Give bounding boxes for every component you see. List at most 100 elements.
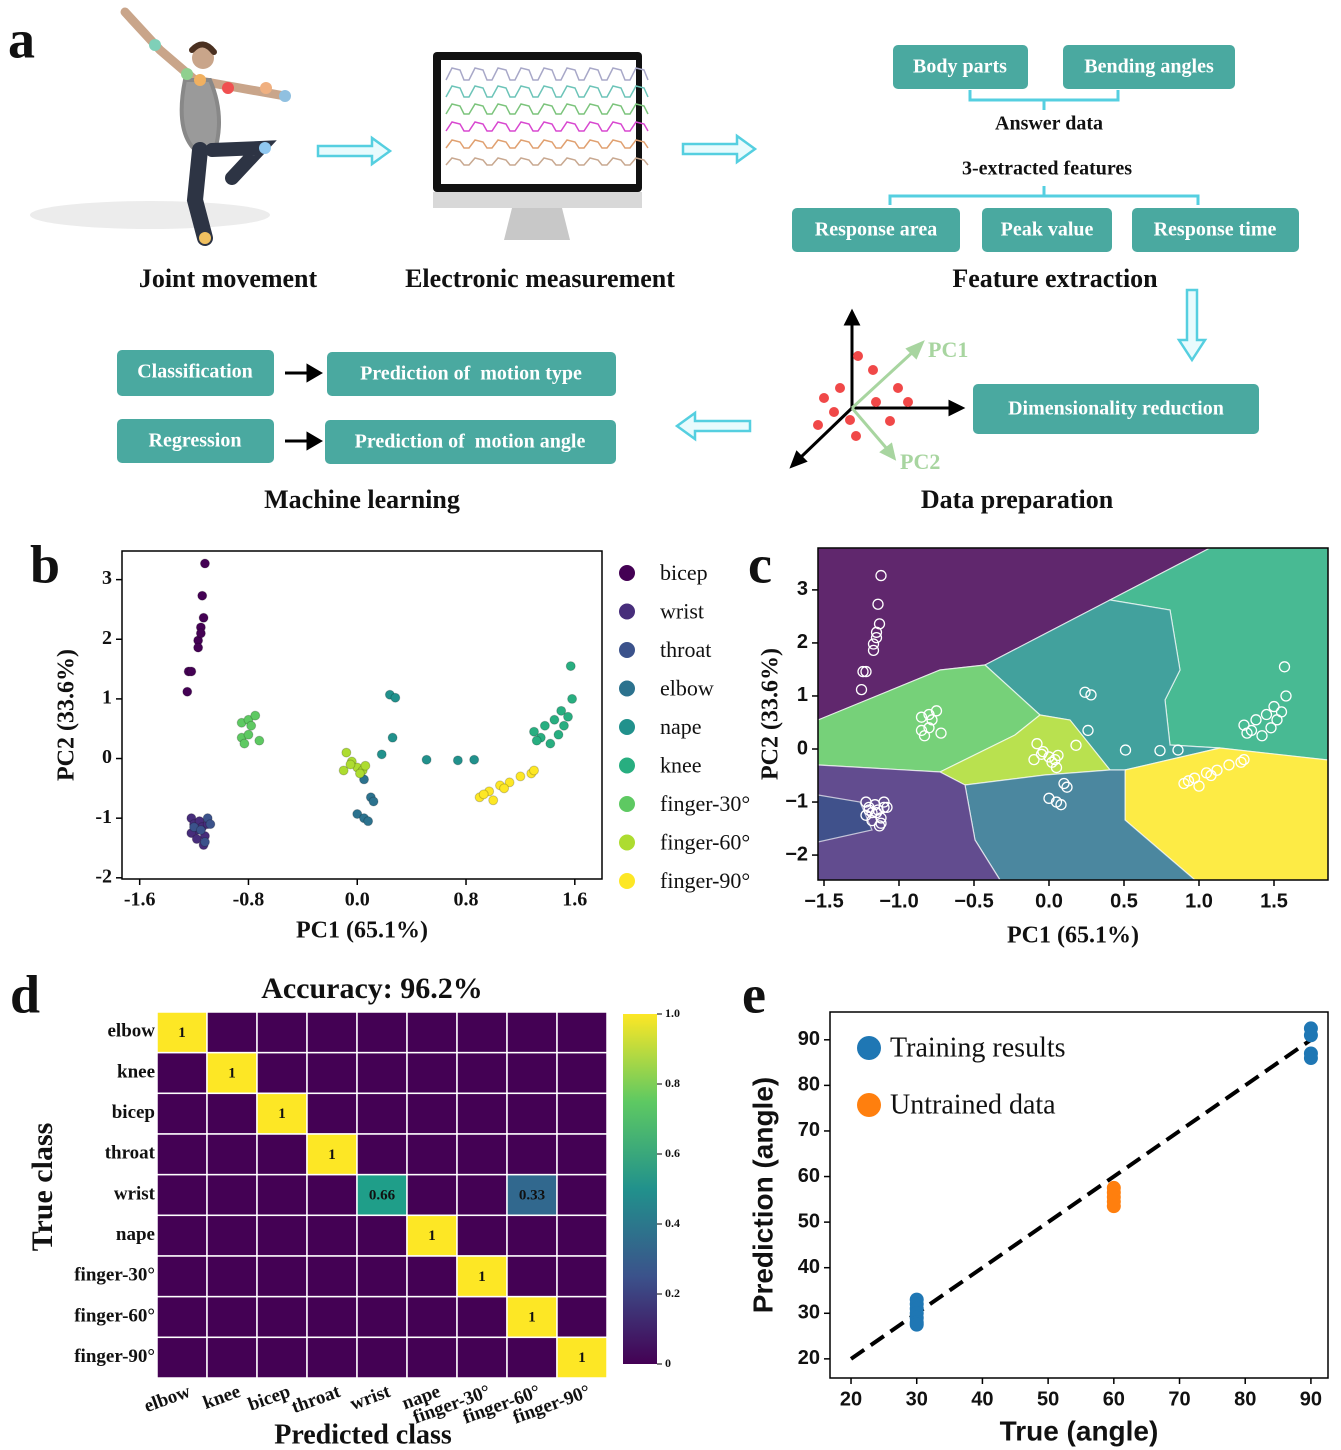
annotation: Answer data [995, 113, 1103, 135]
heatmap-cell [506, 1011, 558, 1054]
heatmap-cell [156, 1336, 208, 1379]
box-label: Prediction of motion type [360, 363, 582, 385]
heatmap-cell [406, 1214, 458, 1257]
x-tick-label: 50 [1037, 1388, 1059, 1410]
data-point [556, 705, 567, 716]
x-tick-label: -0.8 [233, 889, 265, 911]
heatmap-cell [556, 1011, 608, 1054]
y-tick-label: 90 [798, 1028, 820, 1050]
data-point [341, 747, 352, 758]
heatmap-cell [306, 1173, 358, 1217]
heatmap-cell [356, 1336, 408, 1379]
data-point [478, 789, 489, 800]
colorbar-tick-label: 0.6 [665, 1146, 680, 1160]
x-tick-label: knee [200, 1381, 243, 1414]
data-point [469, 754, 480, 765]
data-point [926, 714, 938, 726]
y-tick-label: -1 [95, 806, 112, 828]
x-tick-label: 1.0 [1185, 890, 1213, 912]
data-point [1043, 751, 1055, 763]
heatmap-cell [506, 1092, 558, 1135]
data-point [198, 612, 209, 623]
data-point [558, 720, 569, 731]
colorbar-tick-label: 0.2 [665, 1286, 680, 1300]
data-point [205, 819, 216, 830]
legend-label: throat [660, 637, 711, 662]
data-point [867, 638, 880, 650]
step-label: Feature extraction [952, 264, 1158, 293]
heatmap-cell [356, 1133, 408, 1176]
legend-marker [619, 565, 635, 581]
box [117, 419, 274, 463]
monitor [433, 52, 649, 240]
data-point [199, 558, 210, 569]
data-point [1058, 777, 1070, 790]
data-point [563, 711, 574, 722]
heatmap-cell [506, 1255, 558, 1298]
data-point [860, 665, 872, 678]
data-point [855, 683, 868, 696]
data-point [1154, 744, 1166, 757]
x-tick-label: 20 [840, 1388, 862, 1410]
data-point [909, 1317, 924, 1332]
heatmap-cell [306, 1092, 358, 1135]
y-axis-label: True class [26, 1123, 59, 1252]
data-point [1265, 722, 1277, 734]
data-point [1182, 775, 1195, 787]
data-point [545, 738, 556, 749]
colorbar-tick-label: 0 [665, 1356, 671, 1370]
data-point [857, 665, 869, 678]
workflow-diagram: a Body parts Bending angles Answer data … [8, 7, 1299, 514]
heatmap-cell [506, 1295, 558, 1339]
data-point [387, 732, 398, 743]
heatmap-cell [256, 1214, 308, 1257]
data-point [354, 768, 365, 779]
data-point [935, 727, 947, 739]
y-tick-label: 60 [798, 1165, 820, 1187]
y-axis-label: PC2 (33.6%) [54, 649, 80, 781]
data-point [1275, 706, 1288, 718]
x-axis-label: PC1 (65.1%) [296, 918, 428, 944]
x-tick-label: bicep [245, 1381, 293, 1416]
cell-label: 1 [428, 1228, 436, 1244]
data-point [915, 724, 928, 737]
data-point [1079, 686, 1091, 698]
x-tick-label: 30 [906, 1388, 928, 1410]
y-tick-label: −2 [785, 843, 808, 865]
y-tick-label: 2 [797, 631, 808, 653]
data-point [875, 569, 887, 582]
x-tick-label: throat [289, 1381, 344, 1418]
axis-label: PC2 [900, 449, 940, 474]
step-label: Joint movement [139, 264, 318, 293]
data-point [360, 760, 371, 771]
legend-label: Training results [890, 1032, 1066, 1063]
data-point [345, 759, 356, 770]
data-point [1256, 730, 1268, 742]
step-label: Electronic measurement [405, 264, 675, 293]
data-point [1061, 781, 1073, 793]
y-tick-label: 0 [102, 746, 112, 768]
x-tick-label: 70 [1168, 1388, 1190, 1410]
data-point [881, 801, 893, 813]
data-point [567, 693, 578, 704]
heatmap-cell [356, 1295, 408, 1339]
signal-wave [445, 121, 649, 132]
heatmap-cell [556, 1133, 608, 1176]
data-point [363, 816, 374, 827]
cell-label: 1 [478, 1269, 486, 1285]
reference-line [849, 1038, 1313, 1361]
signal-wave [445, 67, 649, 81]
signal-wave [445, 157, 649, 166]
data-point [1119, 744, 1132, 756]
heatmap-cell [206, 1011, 258, 1054]
heatmap-cell [506, 1051, 558, 1095]
legend-marker [619, 757, 635, 774]
x-tick-label: elbow [141, 1381, 193, 1417]
step-label: Machine learning [264, 485, 460, 514]
data-point [553, 729, 564, 740]
y-tick-label: 1 [797, 684, 808, 706]
shadow [30, 201, 270, 229]
legend-label: wrist [660, 599, 704, 624]
data-point [878, 801, 890, 813]
heatmap-cell [256, 1173, 308, 1217]
